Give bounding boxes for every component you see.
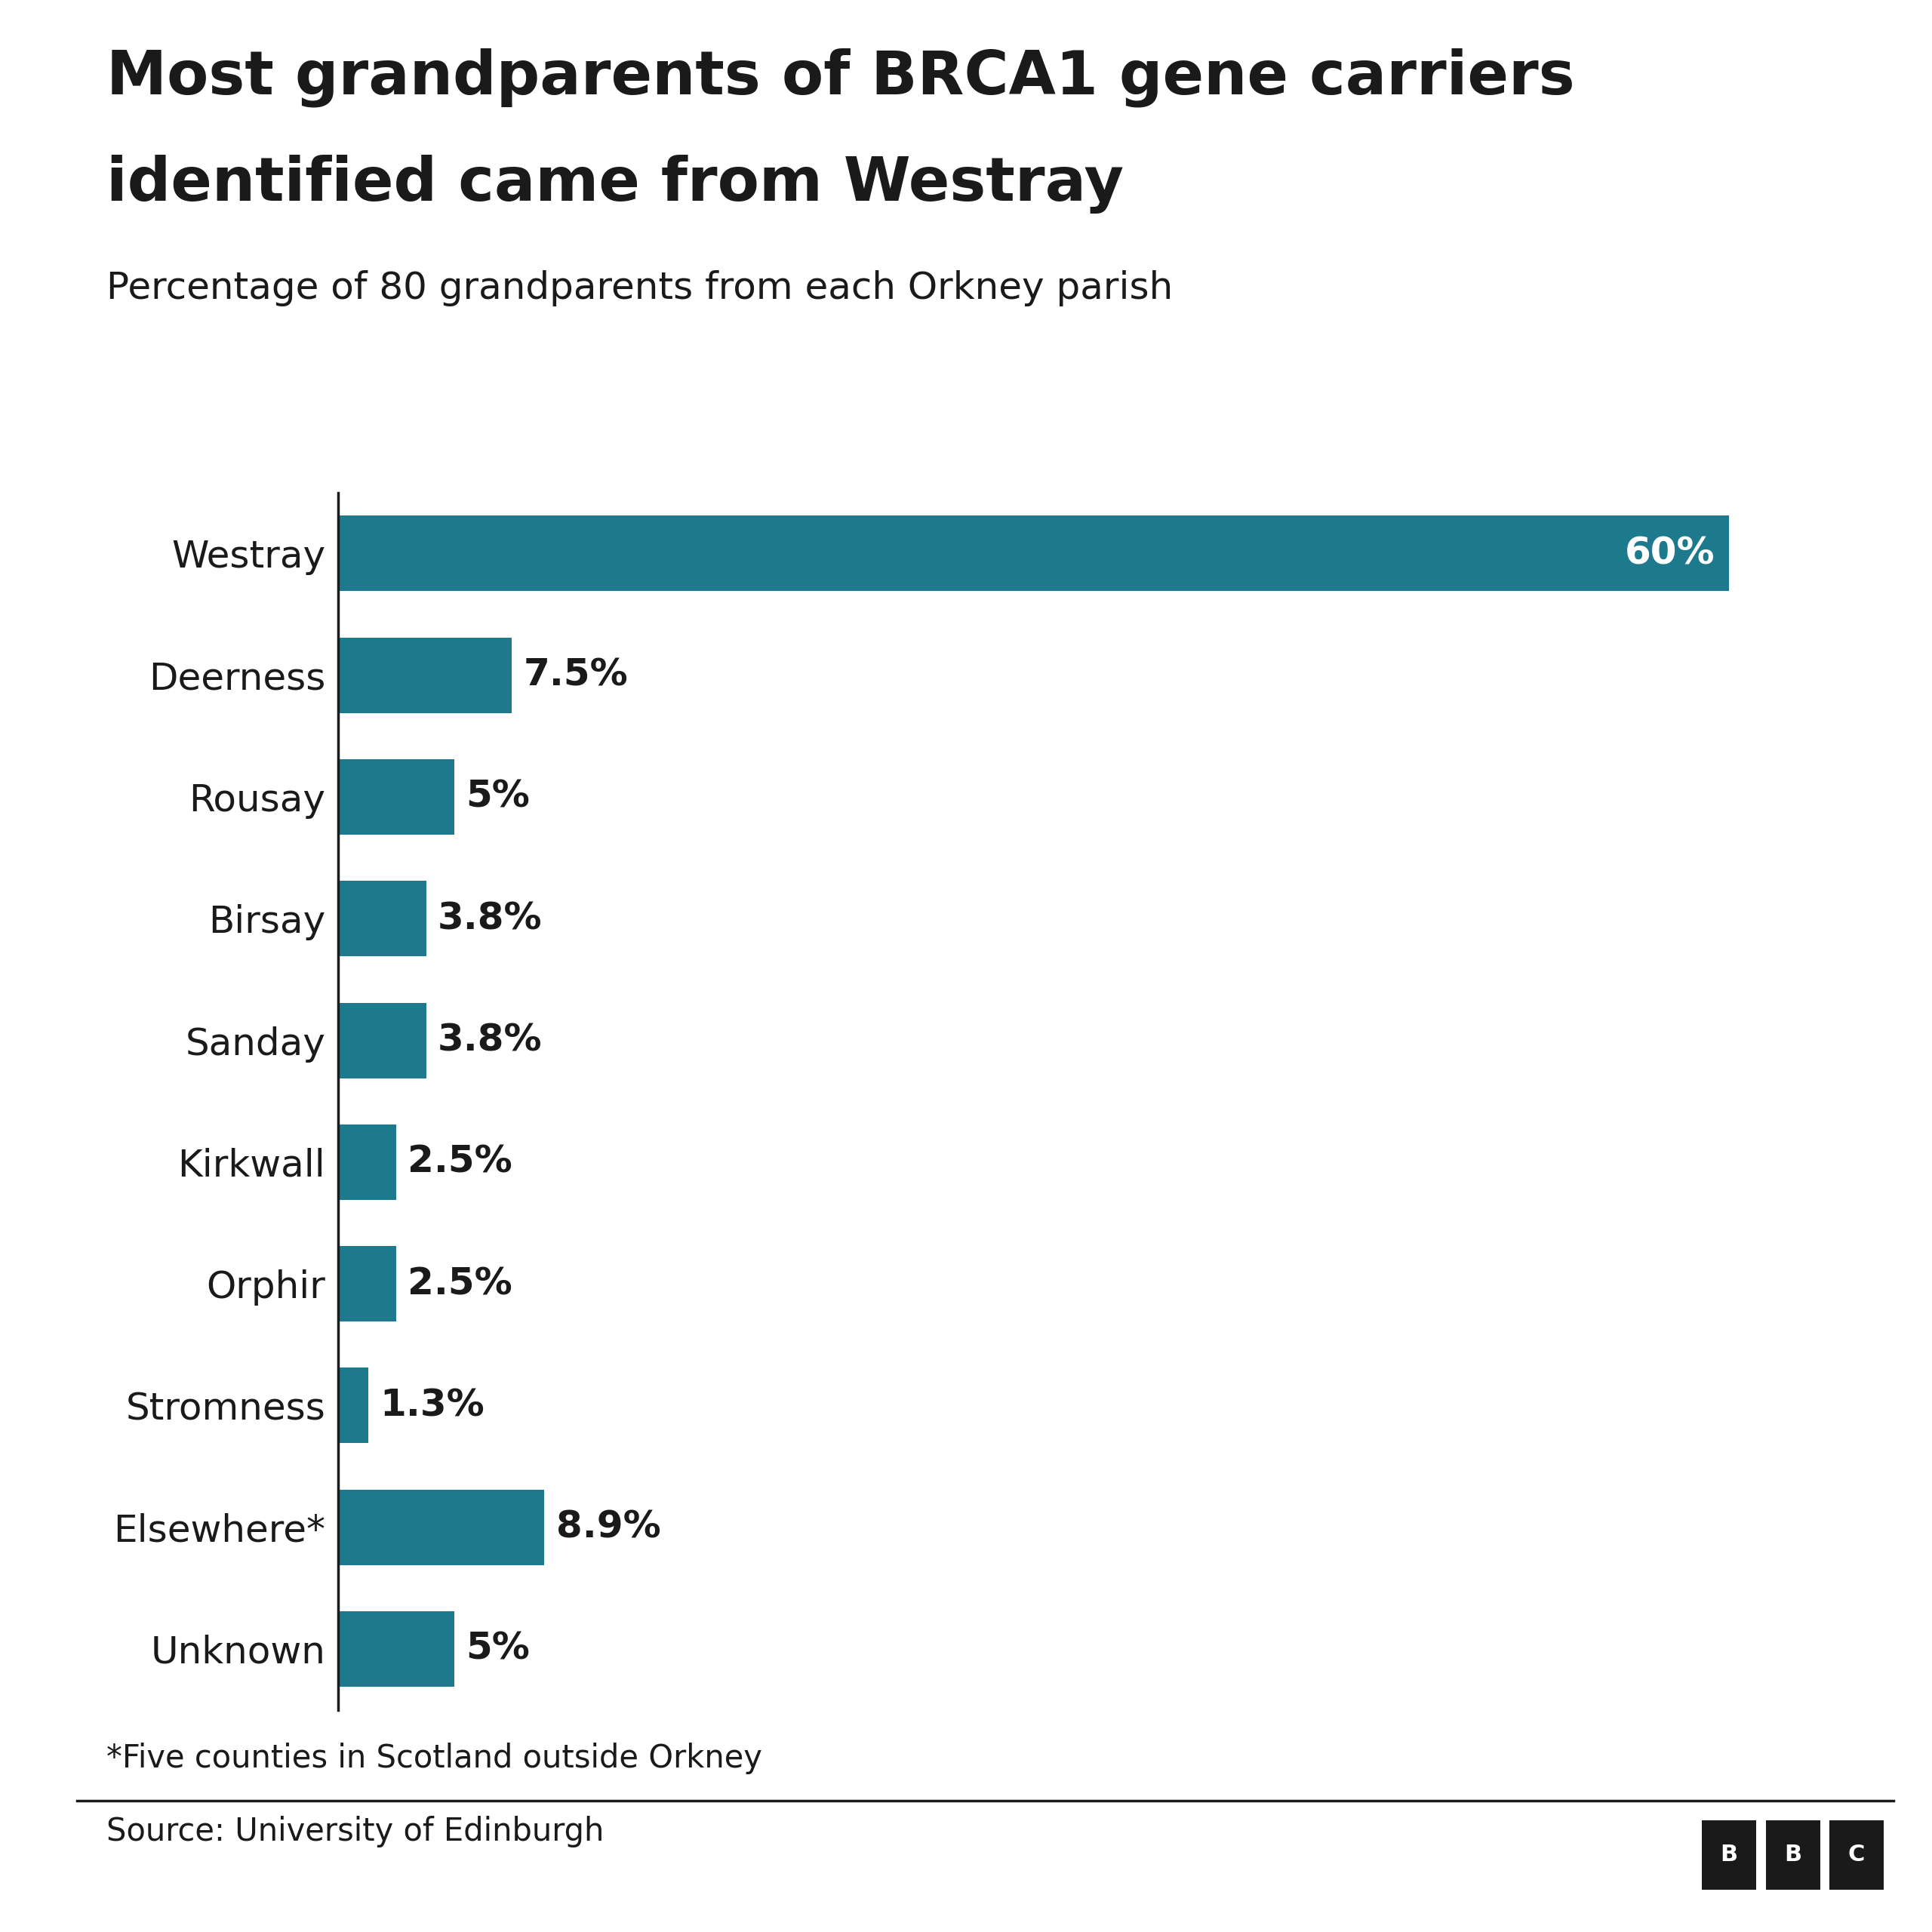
Bar: [338, 759, 454, 835]
Text: 5%: 5%: [466, 779, 529, 815]
Text: C: C: [1849, 1843, 1864, 1866]
Text: 2.5%: 2.5%: [408, 1265, 512, 1302]
Text: 8.9%: 8.9%: [556, 1509, 661, 1546]
Text: Most grandparents of BRCA1 gene carriers: Most grandparents of BRCA1 gene carriers: [106, 48, 1575, 108]
Text: 3.8%: 3.8%: [439, 900, 543, 937]
Text: identified came from Westray: identified came from Westray: [106, 155, 1124, 213]
Bar: [338, 1490, 545, 1565]
Text: *Five counties in Scotland outside Orkney: *Five counties in Scotland outside Orkne…: [106, 1743, 761, 1774]
Bar: [338, 516, 1729, 591]
Text: Source: University of Edinburgh: Source: University of Edinburgh: [106, 1816, 605, 1847]
Text: 3.8%: 3.8%: [439, 1022, 543, 1059]
Text: 1.3%: 1.3%: [381, 1387, 485, 1424]
Text: Percentage of 80 grandparents from each Orkney parish: Percentage of 80 grandparents from each …: [106, 270, 1173, 307]
Text: B: B: [1719, 1843, 1739, 1866]
Text: 2.5%: 2.5%: [408, 1144, 512, 1180]
Bar: [338, 1611, 454, 1687]
Bar: [338, 638, 512, 713]
Text: 7.5%: 7.5%: [524, 657, 628, 694]
Bar: [338, 1368, 369, 1443]
Text: 5%: 5%: [466, 1631, 529, 1667]
Bar: [338, 1124, 396, 1200]
Bar: [338, 1003, 427, 1078]
Text: B: B: [1783, 1843, 1803, 1866]
Bar: [338, 1246, 396, 1321]
Bar: [338, 881, 427, 956]
Text: 60%: 60%: [1625, 535, 1716, 572]
